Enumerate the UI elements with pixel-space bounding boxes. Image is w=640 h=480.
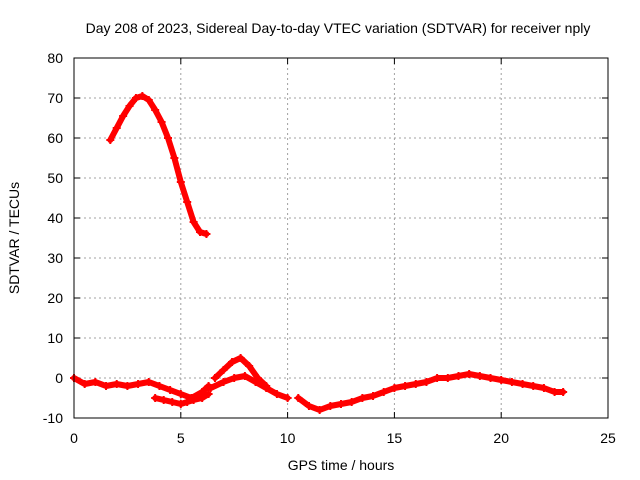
series-line: [107, 93, 210, 237]
data-point: [369, 392, 378, 400]
data-point: [196, 228, 205, 236]
data-point: [518, 380, 527, 388]
data-point: [102, 382, 111, 390]
data-series: [70, 92, 568, 414]
grid-lines: [74, 58, 608, 418]
data-point: [155, 382, 164, 390]
y-tick-label: -10: [43, 410, 63, 426]
data-point: [240, 372, 249, 380]
data-point: [131, 94, 140, 102]
y-tick-label: 0: [55, 370, 63, 386]
y-tick-label: 80: [47, 50, 63, 66]
data-point: [80, 380, 89, 388]
data-point: [486, 374, 495, 382]
data-point: [236, 354, 245, 362]
y-tick-label: 20: [47, 290, 63, 306]
data-point: [91, 378, 100, 386]
x-tick-label: 25: [600, 430, 616, 446]
data-point: [198, 394, 207, 402]
y-tick-label: 40: [47, 210, 63, 226]
data-point: [204, 390, 213, 398]
data-point: [550, 388, 559, 396]
data-point: [465, 370, 474, 378]
data-point: [125, 102, 134, 110]
data-point: [294, 394, 303, 402]
data-point: [138, 92, 147, 100]
data-point: [151, 394, 160, 402]
data-point: [183, 198, 192, 206]
data-point: [189, 218, 198, 226]
data-point: [163, 134, 172, 142]
data-point: [176, 390, 185, 398]
data-point: [251, 378, 260, 386]
data-point: [454, 372, 463, 380]
data-point: [119, 112, 128, 120]
data-point: [219, 378, 228, 386]
data-point: [283, 394, 292, 402]
data-point: [390, 384, 399, 392]
data-point: [337, 400, 345, 408]
data-point: [529, 382, 538, 390]
y-tick-label: 10: [47, 330, 63, 346]
data-point: [189, 396, 198, 404]
x-tick-label: 20: [493, 430, 509, 446]
data-point: [262, 384, 271, 392]
data-point: [219, 366, 228, 374]
data-point: [422, 378, 431, 386]
data-point: [202, 230, 211, 238]
data-point: [112, 124, 121, 132]
data-point: [379, 388, 388, 396]
x-tick-label: 5: [177, 430, 185, 446]
chart-title: Day 208 of 2023, Sidereal Day-to-day VTE…: [86, 20, 591, 36]
x-tick-label: 10: [280, 430, 296, 446]
data-point: [228, 358, 237, 366]
data-point: [144, 96, 153, 104]
y-tick-label: 60: [47, 130, 63, 146]
y-tick-label: 70: [47, 90, 63, 106]
data-point: [304, 402, 313, 410]
data-point: [411, 380, 420, 388]
x-axis-label: GPS time / hours: [288, 457, 395, 473]
data-point: [358, 394, 367, 402]
y-tick-label: 30: [47, 250, 63, 266]
data-point: [497, 376, 506, 384]
data-point: [144, 378, 153, 386]
data-point: [230, 374, 239, 382]
y-tick-label: 50: [47, 170, 63, 186]
plot-frame: [73, 57, 609, 419]
data-point: [168, 398, 177, 406]
data-point: [559, 388, 568, 396]
data-point: [475, 372, 484, 380]
data-point: [123, 382, 132, 390]
data-point: [166, 386, 175, 394]
data-point: [134, 380, 143, 388]
data-point: [206, 384, 215, 392]
data-point: [210, 374, 219, 382]
data-point: [326, 402, 335, 410]
data-point: [106, 136, 115, 144]
data-point: [151, 106, 160, 114]
data-point: [507, 378, 516, 386]
data-point: [159, 396, 168, 404]
data-point: [347, 398, 356, 406]
data-point: [245, 362, 254, 370]
y-axis-label: SDTVAR / TECUs: [6, 182, 22, 294]
data-point: [176, 178, 185, 186]
data-point: [272, 390, 281, 398]
data-point: [315, 406, 324, 414]
data-point: [443, 374, 452, 382]
x-tick-label: 15: [387, 430, 403, 446]
data-point: [170, 154, 179, 162]
axis-ticks: 0 5 10 15 20 25 -10 0 10 20 30 40 50 60 70 80: [43, 50, 616, 446]
x-tick-label: 0: [70, 430, 78, 446]
data-point: [176, 400, 185, 408]
data-point: [112, 380, 121, 388]
data-point: [539, 384, 548, 392]
data-point: [157, 118, 166, 126]
data-point: [433, 374, 442, 382]
data-point: [401, 382, 410, 390]
data-point: [183, 398, 192, 406]
